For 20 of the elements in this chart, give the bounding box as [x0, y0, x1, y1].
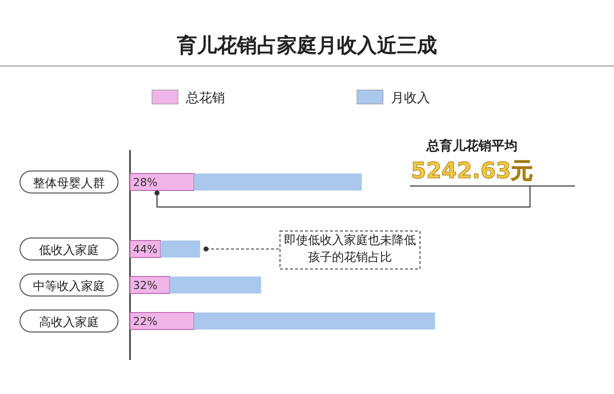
- annotation: 28%: [133, 176, 158, 189]
- annotation: 22%: [133, 315, 158, 328]
- legend-label: 总花销: [185, 91, 225, 106]
- annotation: 44%: [133, 243, 158, 256]
- category-label: 中等收入家庭: [20, 274, 118, 296]
- legend-item: 月收入: [356, 90, 430, 106]
- annotation: 总育儿花销平均: [426, 138, 518, 154]
- category-label: 整体母婴人群: [20, 170, 118, 194]
- category-label: 高收入家庭: [20, 310, 118, 332]
- y-tick-label: 中等收入家庭: [33, 279, 105, 293]
- y-tick-label: 低收入家庭: [39, 243, 99, 257]
- annotation: 即使低收入家庭也未降低孩子的花销占比: [283, 232, 417, 266]
- category-label: 低收入家庭: [20, 238, 118, 260]
- y-tick-label: 高收入家庭: [39, 315, 99, 329]
- chart-title: 育儿花销占家庭月收入近三成: [176, 33, 437, 57]
- legend-label: 月收入: [391, 91, 430, 106]
- annotation: 32%: [133, 279, 158, 292]
- y-tick-label: 整体母婴人群: [33, 176, 105, 190]
- legend-item: 总花销: [152, 90, 225, 106]
- annotation: 5242.63元: [410, 159, 534, 184]
